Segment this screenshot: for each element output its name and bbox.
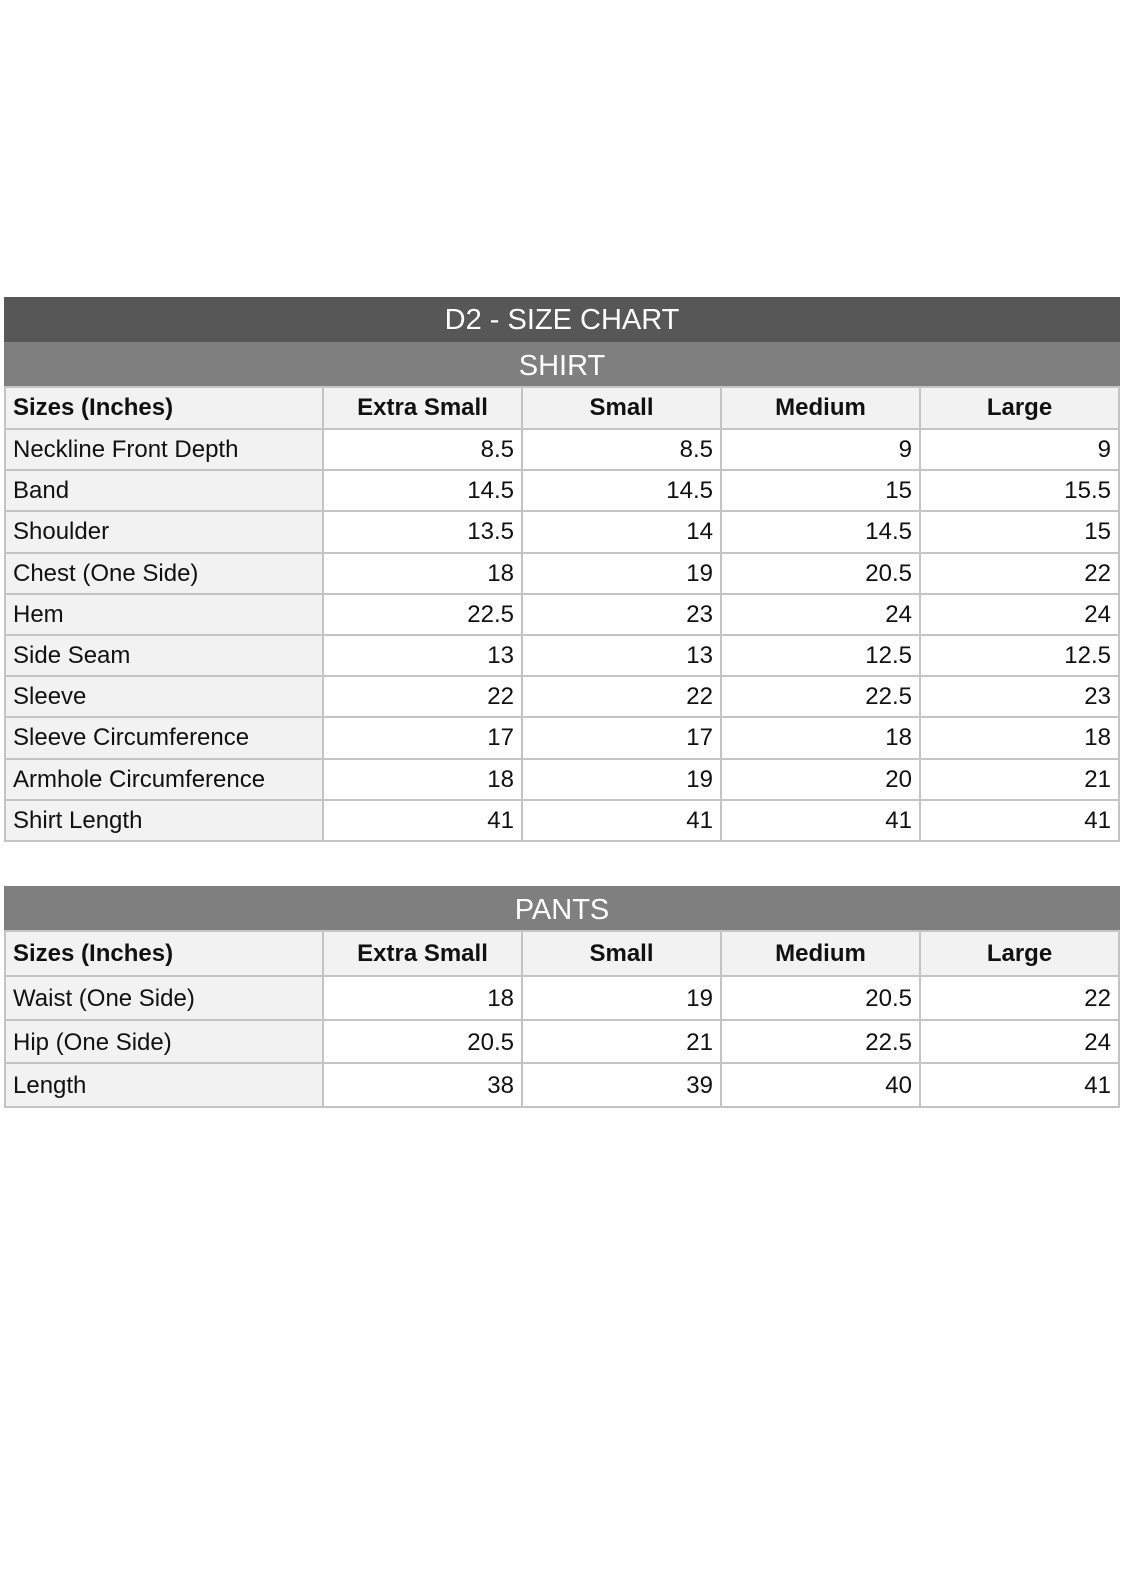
measurement-value: 40 [722, 1064, 921, 1106]
measurement-value: 18 [324, 553, 523, 593]
measurement-value: 19 [523, 759, 722, 799]
measurement-value: 8.5 [324, 430, 523, 470]
measurement-value: 18 [722, 718, 921, 758]
measurement-value: 22.5 [722, 1020, 921, 1062]
measurement-label: Neckline Front Depth [4, 430, 324, 470]
measurement-value: 41 [324, 800, 523, 840]
table-row: Sleeve Circumference 17 17 18 18 [4, 718, 1120, 760]
chart-title: D2 - SIZE CHART [4, 297, 1120, 342]
measurement-label: Waist (One Side) [4, 977, 324, 1019]
measurement-value: 24 [722, 594, 921, 634]
column-header: Sizes (Inches) [4, 388, 324, 428]
measurement-value: 18 [324, 977, 523, 1019]
measurement-value: 20.5 [324, 1020, 523, 1062]
measurement-value: 24 [921, 594, 1120, 634]
measurement-value: 14.5 [324, 471, 523, 511]
header-row: Sizes (Inches) Extra Small Small Medium Larg… [4, 388, 1120, 430]
measurement-value: 21 [523, 1020, 722, 1062]
measurement-value: 15 [722, 471, 921, 511]
measurement-value: 22 [921, 977, 1120, 1019]
table-row: Length 38 39 40 41 [4, 1064, 1120, 1108]
column-header: Large [921, 388, 1120, 428]
column-header: Sizes (Inches) [4, 932, 324, 975]
table-row: Hem 22.5 23 24 24 [4, 594, 1120, 636]
column-header: Medium [722, 932, 921, 975]
measurement-value: 9 [921, 430, 1120, 470]
pants-size-table: PANTS Sizes (Inches) Extra Small Small Medi… [4, 886, 1120, 1108]
measurement-value: 24 [921, 1020, 1120, 1062]
measurement-value: 19 [523, 977, 722, 1019]
measurement-value: 22.5 [722, 677, 921, 717]
measurement-value: 22.5 [324, 594, 523, 634]
measurement-value: 20.5 [722, 977, 921, 1019]
measurement-value: 17 [324, 718, 523, 758]
measurement-label: Sleeve Circumference [4, 718, 324, 758]
column-header: Extra Small [324, 932, 523, 975]
measurement-value: 38 [324, 1064, 523, 1106]
table-row: Shirt Length 41 41 41 41 [4, 800, 1120, 842]
measurement-label: Shirt Length [4, 800, 324, 840]
measurement-value: 23 [921, 677, 1120, 717]
column-header: Small [523, 932, 722, 975]
measurement-value: 8.5 [523, 430, 722, 470]
measurement-value: 22 [921, 553, 1120, 593]
measurement-value: 41 [722, 800, 921, 840]
column-header: Small [523, 388, 722, 428]
table-row: Armhole Circumference 18 19 20 21 [4, 759, 1120, 801]
measurement-value: 20.5 [722, 553, 921, 593]
measurement-value: 41 [921, 1064, 1120, 1106]
measurement-label: Hem [4, 594, 324, 634]
section-title-shirt: SHIRT [4, 342, 1120, 388]
measurement-label: Side Seam [4, 635, 324, 676]
measurement-label: Chest (One Side) [4, 553, 324, 593]
table-row: Chest (One Side) 18 19 20.5 22 [4, 553, 1120, 595]
measurement-label: Band [4, 471, 324, 511]
measurement-value: 18 [921, 718, 1120, 758]
header-row: Sizes (Inches) Extra Small Small Medium Larg… [4, 932, 1120, 977]
table-row: Hip (One Side) 20.5 21 22.5 24 [4, 1020, 1120, 1064]
table-row: Waist (One Side) 18 19 20.5 22 [4, 977, 1120, 1021]
table-row: Band 14.5 14.5 15 15.5 [4, 471, 1120, 513]
measurement-value: 18 [324, 759, 523, 799]
measurement-value: 17 [523, 718, 722, 758]
measurement-value: 14.5 [523, 471, 722, 511]
measurement-value: 13 [523, 635, 722, 676]
column-header: Large [921, 932, 1120, 975]
measurement-value: 14 [523, 512, 722, 552]
measurement-value: 41 [921, 800, 1120, 840]
measurement-value: 12.5 [921, 635, 1120, 676]
measurement-value: 15 [921, 512, 1120, 552]
measurement-value: 41 [523, 800, 722, 840]
measurement-value: 39 [523, 1064, 722, 1106]
measurement-value: 9 [722, 430, 921, 470]
measurement-value: 12.5 [722, 635, 921, 676]
section-title-pants: PANTS [4, 886, 1120, 932]
measurement-value: 14.5 [722, 512, 921, 552]
measurement-value: 21 [921, 759, 1120, 799]
measurement-label: Shoulder [4, 512, 324, 552]
shirt-size-table: D2 - SIZE CHART SHIRT Sizes (Inches) Extr… [4, 297, 1120, 842]
measurement-value: 13 [324, 635, 523, 676]
table-row: Shoulder 13.5 14 14.5 15 [4, 512, 1120, 554]
column-header: Medium [722, 388, 921, 428]
measurement-value: 13.5 [324, 512, 523, 552]
measurement-label: Length [4, 1064, 324, 1106]
measurement-value: 20 [722, 759, 921, 799]
measurement-value: 22 [523, 677, 722, 717]
measurement-label: Hip (One Side) [4, 1020, 324, 1062]
measurement-value: 15.5 [921, 471, 1120, 511]
table-row: Neckline Front Depth 8.5 8.5 9 9 [4, 430, 1120, 472]
measurement-value: 23 [523, 594, 722, 634]
measurement-value: 22 [324, 677, 523, 717]
measurement-label: Sleeve [4, 677, 324, 717]
measurement-value: 19 [523, 553, 722, 593]
column-header: Extra Small [324, 388, 523, 428]
measurement-label: Armhole Circumference [4, 759, 324, 799]
table-row: Sleeve 22 22 22.5 23 [4, 677, 1120, 719]
table-row: Side Seam 13 13 12.5 12.5 [4, 635, 1120, 678]
